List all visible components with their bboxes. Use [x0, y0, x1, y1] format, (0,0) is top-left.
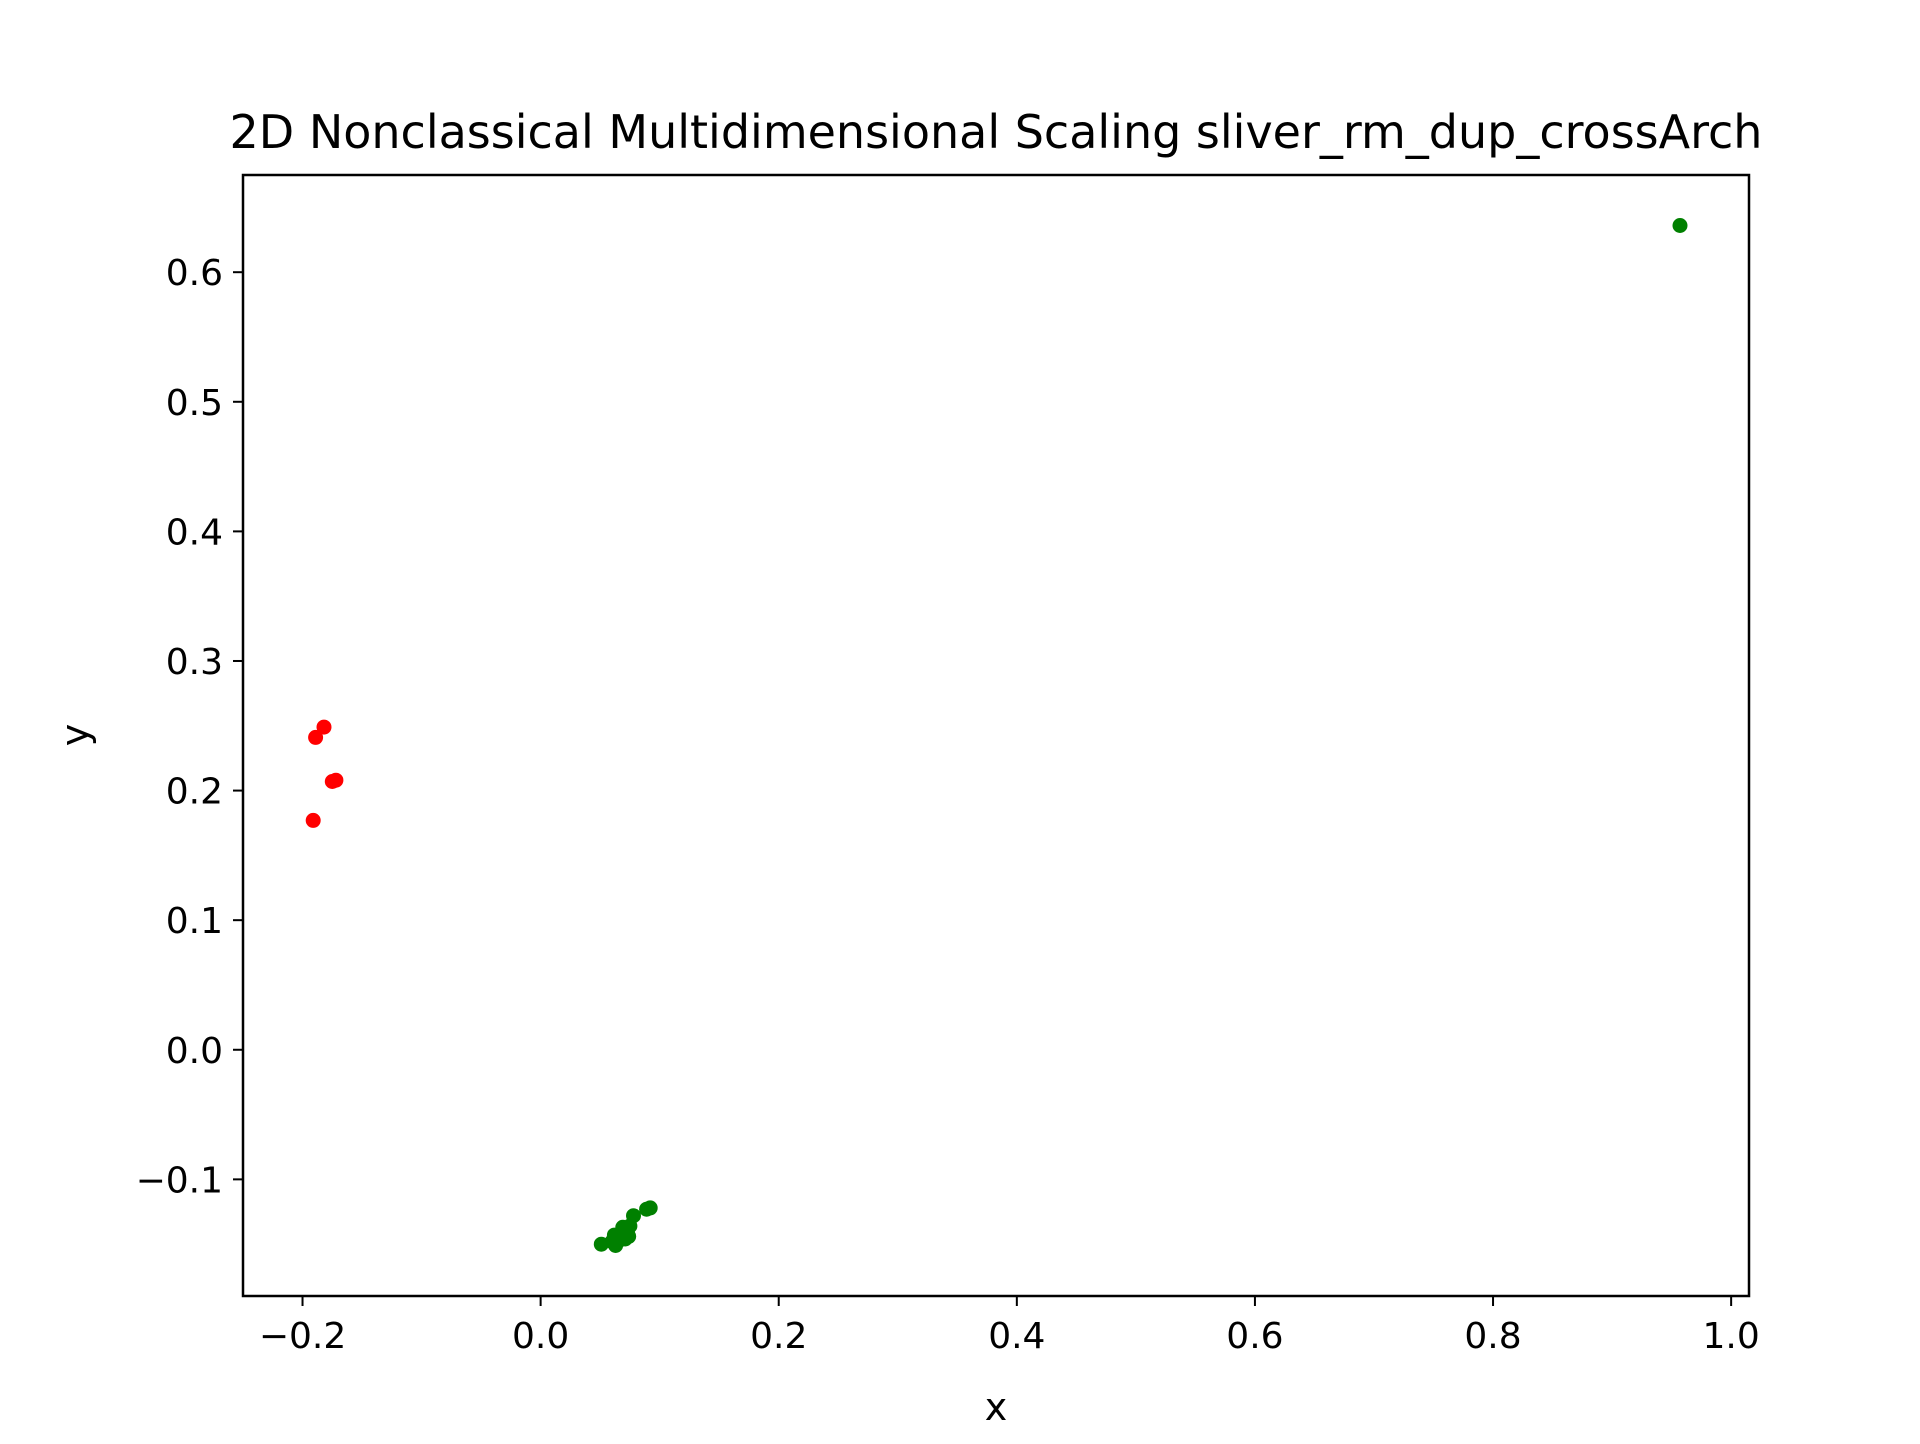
y-axis-label: y — [53, 724, 97, 747]
x-tick-label-1: −0.2 — [259, 1316, 346, 1357]
y-tick-label-5: 0.3 — [166, 642, 223, 683]
data-point-series2-3 — [639, 1201, 655, 1217]
x-tick-label-7: 1.0 — [1703, 1316, 1760, 1357]
points-layer — [305, 218, 1688, 1253]
data-point-series1-5 — [305, 812, 321, 828]
plot-area-frame — [241, 173, 1751, 1298]
data-point-series2-1 — [1672, 218, 1688, 233]
data-point-series1-2 — [308, 729, 324, 745]
y-tick-label-4: 0.2 — [166, 772, 223, 813]
chart-title: 2D Nonclassical Multidimensional Scaling… — [230, 105, 1763, 159]
x-axis-label: x — [985, 1385, 1008, 1429]
x-tick-label-6: 0.8 — [1464, 1316, 1521, 1357]
data-point-series2-13 — [593, 1236, 609, 1252]
x-ticks: −0.2 0.0 0.2 0.4 0.6 0.8 1.0 — [259, 1296, 1760, 1357]
x-tick-label-2: 0.0 — [512, 1316, 569, 1357]
y-tick-label-8: 0.6 — [166, 253, 223, 294]
y-tick-label-3: 0.1 — [166, 901, 223, 942]
y-tick-label-7: 0.5 — [166, 383, 223, 424]
y-tick-label-6: 0.4 — [166, 512, 223, 553]
data-point-series1-4 — [328, 772, 344, 788]
x-tick-label-4: 0.4 — [988, 1316, 1045, 1357]
y-tick-label-2: 0.0 — [166, 1031, 223, 1072]
x-tick-label-3: 0.2 — [750, 1316, 807, 1357]
data-point-series1-1 — [316, 719, 332, 735]
x-tick-label-5: 0.6 — [1226, 1316, 1283, 1357]
y-ticks: −0.1 0.0 0.1 0.2 0.3 0.4 0.5 0.6 — [136, 253, 243, 1201]
data-point-series2-14 — [608, 1238, 624, 1253]
y-tick-label-1: −0.1 — [136, 1160, 223, 1201]
